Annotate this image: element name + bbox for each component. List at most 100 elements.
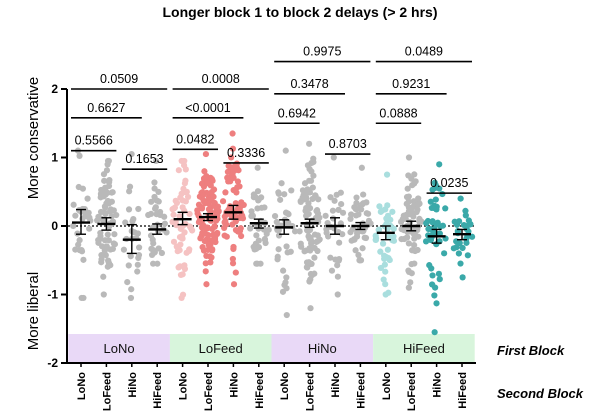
data-point	[287, 248, 294, 255]
first-block-band-HiNo	[271, 334, 374, 362]
data-point	[202, 260, 209, 267]
data-point	[210, 186, 218, 193]
data-point	[173, 243, 180, 250]
data-point	[209, 246, 216, 253]
data-point	[464, 252, 471, 259]
data-point	[200, 247, 208, 254]
first-block-name: LoFeed	[199, 341, 243, 356]
data-point	[439, 190, 446, 198]
data-point	[179, 204, 186, 211]
data-point	[163, 229, 170, 236]
data-point	[199, 222, 206, 229]
data-point	[209, 225, 216, 233]
y-label-top: More conservative	[25, 77, 42, 200]
data-point	[182, 189, 189, 196]
data-point	[358, 164, 365, 171]
data-point	[414, 206, 421, 213]
data-point	[348, 211, 355, 218]
data-point	[360, 200, 367, 207]
data-point	[405, 268, 413, 276]
data-point	[381, 255, 388, 262]
data-point	[338, 201, 345, 208]
data-point	[425, 225, 432, 233]
data-point	[433, 300, 440, 307]
data-point	[466, 221, 473, 228]
data-point	[224, 168, 231, 175]
data-point	[135, 244, 143, 251]
data-point	[353, 199, 360, 207]
data-point	[176, 213, 183, 220]
series-points-HiNo-HiFeed	[347, 164, 374, 264]
data-point	[182, 198, 189, 205]
data-point	[278, 180, 285, 187]
data-point	[128, 150, 135, 158]
x-tick-label: HiNo	[432, 372, 444, 398]
data-point	[128, 286, 135, 293]
data-point	[288, 187, 295, 194]
data-point	[148, 198, 155, 205]
data-point	[70, 201, 77, 208]
comparison-pvalue: 0.9975	[303, 45, 341, 59]
data-point	[107, 246, 114, 253]
data-point	[232, 226, 240, 234]
data-point	[205, 241, 212, 249]
data-point	[205, 232, 212, 239]
x-tick-label: LoNo	[279, 372, 291, 400]
data-point	[462, 212, 469, 219]
data-point	[109, 189, 116, 196]
data-point	[381, 261, 388, 268]
data-point	[261, 235, 268, 243]
comparison-pvalue: 0.1653	[125, 152, 163, 166]
data-point	[433, 206, 440, 213]
comparison-pvalue: 0.0235	[430, 176, 468, 190]
x-tick-label: HiNo	[330, 372, 342, 398]
data-point	[150, 260, 157, 267]
data-point	[436, 161, 443, 168]
data-point	[186, 210, 193, 218]
data-point	[232, 269, 239, 276]
x-tick-label: HiNo	[127, 372, 139, 398]
axes: -2 -1 0 1 2 LoNo LoFeed HiNo HiFeed LoNo LoFeed HiN…	[47, 82, 476, 411]
data-point	[134, 261, 141, 268]
data-point	[457, 195, 464, 202]
data-point	[331, 197, 338, 204]
data-point	[372, 236, 379, 244]
mean-ci-HiFeed-LoFeed	[402, 220, 421, 232]
data-point	[429, 272, 436, 279]
data-point	[228, 154, 235, 161]
data-point	[306, 226, 314, 234]
comparison-pvalue: 0.3336	[227, 146, 265, 160]
data-point	[277, 196, 284, 203]
mean-ci-HiFeed-LoNo	[376, 225, 395, 241]
first-block-band-LoNo	[68, 334, 170, 362]
mean-ci-LoFeed-LoNo	[173, 211, 192, 226]
data-point	[335, 206, 342, 213]
data-point	[314, 214, 322, 222]
data-point	[72, 246, 79, 253]
data-point	[283, 311, 290, 319]
data-point	[303, 259, 311, 266]
data-point	[330, 154, 337, 161]
data-point	[203, 172, 210, 180]
mean-ci-LoNo-LoFeed	[97, 217, 116, 231]
data-point	[135, 205, 142, 213]
data-point	[234, 184, 241, 191]
data-point	[305, 200, 312, 207]
y-tick-label: 0	[51, 219, 58, 233]
data-point	[334, 262, 341, 269]
data-point	[297, 240, 304, 247]
comparison-pvalue: 0.0008	[202, 72, 240, 86]
data-point	[75, 183, 82, 191]
data-point	[375, 226, 383, 233]
series-points-LoNo-LoFeed	[94, 157, 120, 298]
data-point	[153, 157, 160, 165]
data-point	[181, 157, 188, 165]
data-point	[173, 199, 181, 207]
comparison-pvalue: <0.0001	[185, 101, 231, 115]
data-point	[169, 206, 176, 213]
series-points-LoFeed-LoNo	[169, 157, 196, 302]
data-point	[225, 162, 232, 170]
data-point	[208, 175, 215, 183]
comparison-pvalue: 0.6627	[87, 101, 125, 115]
data-point	[258, 194, 265, 201]
